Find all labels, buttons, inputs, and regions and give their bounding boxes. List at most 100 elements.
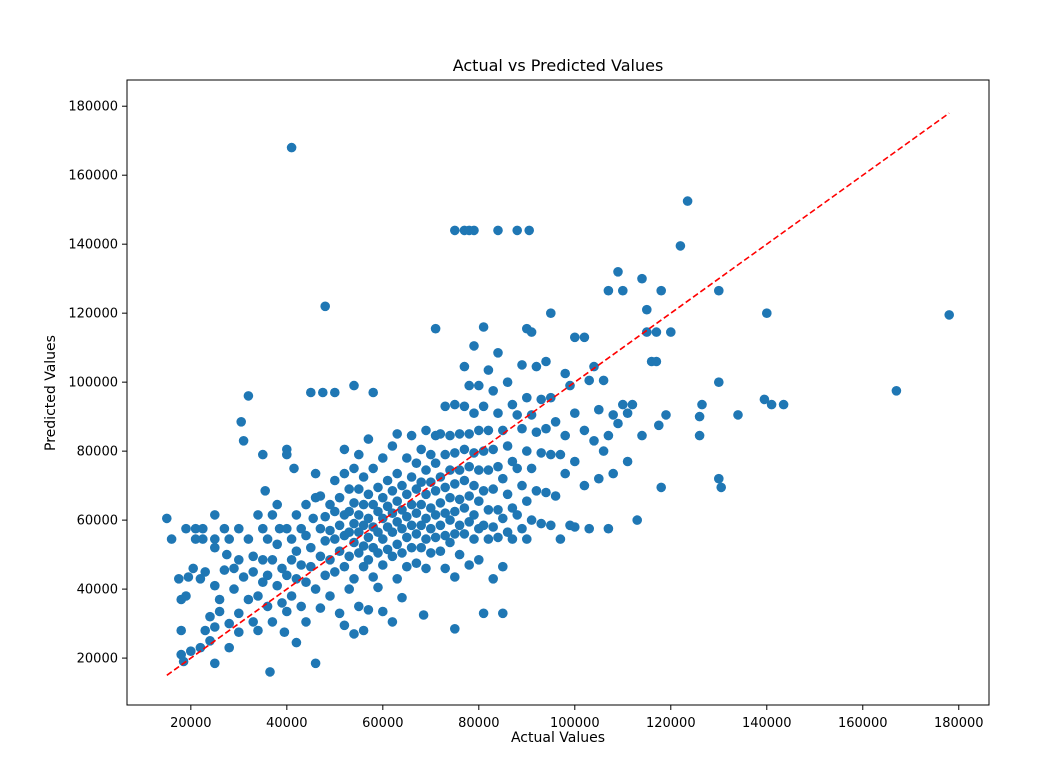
- scatter-point: [267, 510, 278, 520]
- scatter-point: [373, 506, 383, 517]
- y-tick-label: 100000: [68, 376, 118, 391]
- scatter-point: [570, 332, 580, 343]
- scatter-point: [498, 473, 508, 484]
- scatter-point: [488, 574, 499, 584]
- scatter-point: [363, 489, 374, 500]
- scatter-point: [349, 380, 359, 391]
- scatter-point: [325, 591, 335, 601]
- scatter-point: [219, 523, 230, 534]
- scatter-point: [430, 510, 441, 520]
- scatter-point: [459, 529, 470, 539]
- scatter-point: [435, 429, 446, 439]
- scatter-point: [344, 484, 355, 494]
- scatter-point: [608, 410, 618, 420]
- scatter-point: [598, 446, 609, 456]
- scatter-point: [349, 629, 359, 639]
- scatter-point: [301, 499, 311, 510]
- scatter-point: [402, 511, 412, 522]
- scatter-point: [296, 523, 307, 534]
- x-tick-label: 140000: [742, 716, 792, 731]
- scatter-point: [541, 423, 551, 434]
- scatter-point: [349, 518, 359, 529]
- scatter-point: [330, 534, 340, 544]
- scatter-point: [354, 484, 364, 494]
- scatter-point: [392, 496, 403, 507]
- scatter-point: [454, 494, 465, 505]
- scatter-point: [512, 510, 522, 520]
- scatter-point: [229, 563, 239, 574]
- scatter-point: [334, 520, 345, 531]
- scatter-point: [181, 523, 191, 534]
- scatter-point: [258, 577, 268, 587]
- scatter-point: [493, 461, 503, 472]
- scatter-point: [421, 563, 431, 574]
- scatter-point: [306, 561, 316, 572]
- scatter-point: [306, 542, 316, 553]
- scatter-point: [402, 561, 412, 572]
- scatter-point: [445, 430, 455, 441]
- scatter-point: [445, 492, 455, 503]
- scatter-point: [378, 606, 388, 617]
- scatter-point: [584, 375, 594, 386]
- scatter-point: [536, 448, 546, 458]
- scatter-point: [469, 225, 479, 236]
- scatter-point: [435, 472, 446, 482]
- scatter-point: [536, 518, 546, 529]
- scatter-point: [498, 561, 508, 572]
- scatter-point: [286, 555, 297, 565]
- scatter-point: [546, 449, 556, 460]
- scatter-point: [186, 646, 196, 656]
- scatter-point: [315, 523, 326, 534]
- scatter-point: [334, 492, 345, 503]
- scatter-point: [421, 534, 431, 544]
- scatter-point: [354, 601, 364, 612]
- scatter-point: [210, 658, 220, 669]
- scatter-point: [507, 399, 518, 410]
- scatter-point: [325, 499, 335, 510]
- scatter-point: [315, 551, 326, 562]
- scatter-point: [430, 486, 441, 496]
- scatter-point: [368, 572, 379, 582]
- scatter-point: [387, 527, 398, 537]
- scatter-point: [387, 486, 398, 496]
- scatter-point: [421, 425, 431, 436]
- scatter-point: [474, 496, 484, 507]
- scatter-point: [416, 499, 427, 510]
- scatter-point: [406, 542, 417, 553]
- scatter-point: [531, 361, 542, 372]
- scatter-point: [253, 625, 263, 636]
- scatter-point: [320, 536, 331, 546]
- scatter-point: [440, 563, 451, 574]
- scatter-point: [546, 392, 556, 403]
- scatter-point: [546, 308, 556, 319]
- y-axis-label: Predicted Values: [43, 335, 59, 451]
- scatter-point: [440, 482, 451, 493]
- scatter-point: [378, 513, 388, 524]
- scatter-point: [714, 473, 724, 484]
- scatter-point: [224, 618, 234, 629]
- scatter-point: [697, 399, 707, 410]
- scatter-point: [258, 449, 268, 460]
- scatter-point: [397, 505, 407, 515]
- scatter-point: [536, 394, 546, 405]
- scatter-point: [603, 285, 614, 296]
- scatter-point: [363, 605, 374, 615]
- scatter-point: [339, 444, 350, 455]
- scatter-point: [733, 410, 743, 420]
- scatter-point: [570, 522, 580, 532]
- scatter-point: [464, 491, 475, 501]
- scatter-point: [349, 537, 359, 548]
- scatter-point: [301, 617, 311, 627]
- x-axis-ticks: 20000 40000 60000 80000 100000 120000 140000 16…: [170, 705, 984, 731]
- scatter-point: [512, 463, 522, 474]
- scatter-point: [411, 529, 422, 539]
- scatter-point: [421, 465, 431, 475]
- scatter-point: [421, 489, 431, 500]
- scatter-point: [694, 430, 705, 441]
- scatter-point: [459, 475, 470, 486]
- scatter-point: [243, 534, 254, 544]
- scatter-point: [627, 399, 638, 410]
- scatter-point: [488, 522, 499, 532]
- scatter-point: [469, 480, 479, 491]
